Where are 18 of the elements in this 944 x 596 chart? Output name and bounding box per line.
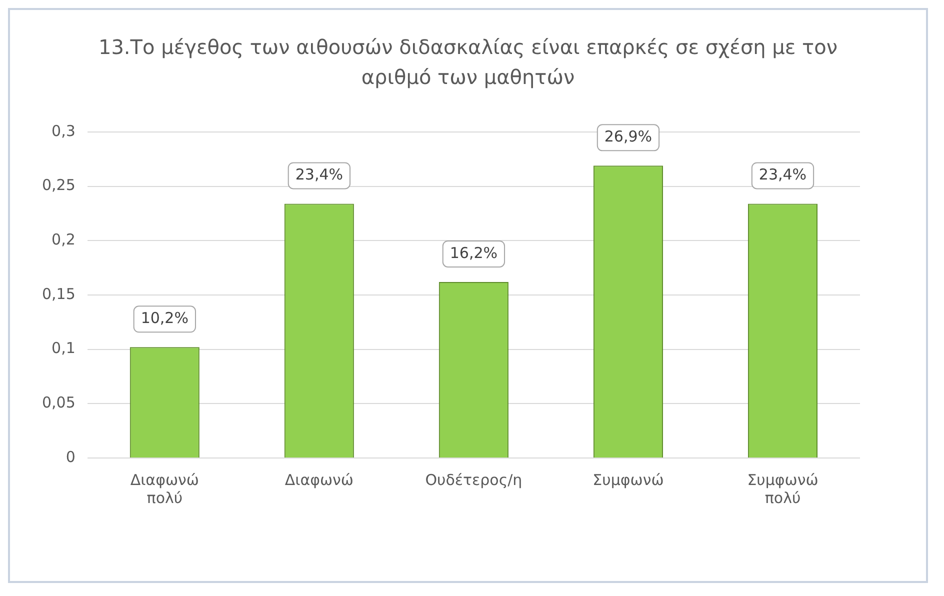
y-tick-label: 0,15 xyxy=(42,284,76,303)
data-label: 10,2% xyxy=(140,309,188,328)
data-label: 26,9% xyxy=(604,128,652,146)
x-tick-label: Συμφωνώ πολύ xyxy=(747,470,818,507)
data-label: 16,2% xyxy=(450,244,498,262)
y-tick-label: 0,1 xyxy=(52,339,76,358)
x-tick-label: Διαφωνώ πολύ xyxy=(130,470,199,507)
data-label: 23,4% xyxy=(295,166,344,184)
x-tick-label: Διαφωνώ xyxy=(284,470,354,489)
x-tick-label: Συμφωνώ xyxy=(592,470,664,489)
y-tick-label: 0,05 xyxy=(42,394,76,412)
y-tick-label: 0 xyxy=(66,448,76,466)
y-tick-label: 0,2 xyxy=(52,230,76,249)
x-tick-label: Ουδέτερος/η xyxy=(425,470,522,489)
y-tick-label: 0,25 xyxy=(42,176,76,194)
chart-title: 13.Το μέγεθος των αιθουσών διδασκαλίας είναι επαρκές σε σχέση με τον αριθμό των μαθητών xyxy=(97,34,838,91)
data-label: 23,4% xyxy=(758,166,807,184)
y-tick-label: 0,3 xyxy=(52,122,76,140)
